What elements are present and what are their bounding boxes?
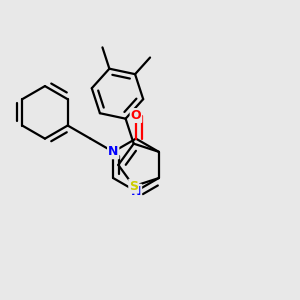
Text: N: N [131, 185, 141, 198]
Text: O: O [131, 109, 141, 122]
Text: N: N [108, 145, 119, 158]
Text: S: S [129, 180, 138, 193]
